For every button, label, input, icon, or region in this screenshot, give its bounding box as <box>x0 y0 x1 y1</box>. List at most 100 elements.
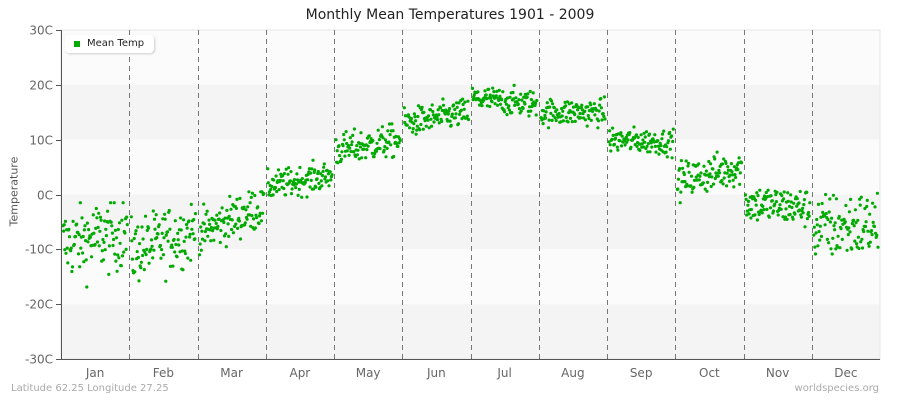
data-point <box>122 250 126 254</box>
axes <box>61 30 880 360</box>
data-point <box>866 229 870 233</box>
data-point <box>816 244 820 248</box>
data-point <box>94 206 98 211</box>
data-point <box>171 264 175 268</box>
data-point <box>671 139 675 144</box>
data-point <box>79 246 83 250</box>
data-point <box>593 113 597 117</box>
data-point <box>690 190 694 194</box>
data-point <box>398 138 402 142</box>
data-point <box>204 212 208 216</box>
data-point <box>823 223 827 227</box>
data-point <box>692 178 697 182</box>
data-point <box>551 102 555 106</box>
data-point <box>798 208 802 212</box>
source-link[interactable]: worldspecies.org <box>794 383 879 394</box>
data-point <box>452 103 456 107</box>
data-point <box>523 92 528 96</box>
data-point <box>472 93 476 97</box>
data-point <box>159 256 163 260</box>
data-point <box>699 171 703 175</box>
data-point <box>568 116 573 120</box>
data-point <box>676 187 680 191</box>
data-point <box>625 140 629 144</box>
data-point <box>161 253 165 257</box>
y-tick-label: -10C <box>25 243 53 257</box>
data-point <box>316 169 320 174</box>
data-point <box>510 111 514 115</box>
data-point <box>853 239 857 243</box>
data-point <box>115 269 119 273</box>
data-point <box>230 227 234 232</box>
data-point <box>96 225 100 229</box>
data-point <box>753 213 757 217</box>
data-point <box>848 230 852 234</box>
data-point <box>601 112 605 116</box>
data-point <box>140 225 144 229</box>
data-point <box>349 149 353 154</box>
data-point <box>868 240 872 244</box>
data-point <box>294 182 298 186</box>
data-point <box>855 242 859 246</box>
data-point <box>463 100 467 104</box>
data-point <box>815 223 819 227</box>
data-point <box>554 118 558 123</box>
data-point <box>656 139 660 143</box>
data-point <box>209 225 213 230</box>
data-point <box>529 98 534 102</box>
data-point <box>689 174 694 178</box>
data-point <box>511 97 516 101</box>
data-point <box>289 192 294 196</box>
data-point <box>564 104 568 108</box>
data-point <box>720 178 724 183</box>
data-point <box>278 178 282 182</box>
data-point <box>603 117 607 121</box>
data-point <box>455 105 459 109</box>
data-point <box>262 192 266 196</box>
data-points <box>61 83 880 289</box>
data-point <box>206 234 210 238</box>
data-point <box>107 244 111 248</box>
data-point <box>781 215 785 219</box>
x-tick-label: Mar <box>220 366 243 380</box>
data-point <box>632 125 636 129</box>
data-point <box>69 249 73 253</box>
data-point <box>80 216 84 220</box>
data-point <box>322 162 326 166</box>
data-point <box>209 239 213 243</box>
data-point <box>244 208 248 212</box>
data-point <box>184 235 188 239</box>
data-point <box>619 131 623 135</box>
data-point <box>546 126 551 130</box>
data-point <box>843 220 847 224</box>
x-tick-label: Nov <box>766 366 789 380</box>
data-point <box>830 252 834 256</box>
legend[interactable]: Mean Temp <box>65 35 155 53</box>
data-point <box>803 225 807 229</box>
data-point <box>706 180 710 184</box>
data-point <box>113 252 117 256</box>
data-point <box>62 223 66 227</box>
data-point <box>286 172 290 176</box>
data-point <box>520 98 524 102</box>
data-point <box>833 221 837 225</box>
data-point <box>570 101 574 105</box>
data-point <box>827 241 831 245</box>
data-point <box>860 246 865 250</box>
data-point <box>629 145 633 149</box>
data-point <box>143 214 148 218</box>
data-point <box>849 197 853 201</box>
data-point <box>697 178 701 182</box>
data-point <box>154 213 158 217</box>
data-point <box>76 252 81 256</box>
x-tick-label: Aug <box>561 366 584 380</box>
data-point <box>315 177 319 181</box>
data-point <box>121 201 125 205</box>
data-point <box>646 150 650 154</box>
data-point <box>514 96 518 100</box>
data-point <box>682 172 687 177</box>
data-point <box>527 114 531 118</box>
data-point <box>541 122 545 126</box>
data-point <box>397 141 401 145</box>
data-point <box>458 112 462 116</box>
